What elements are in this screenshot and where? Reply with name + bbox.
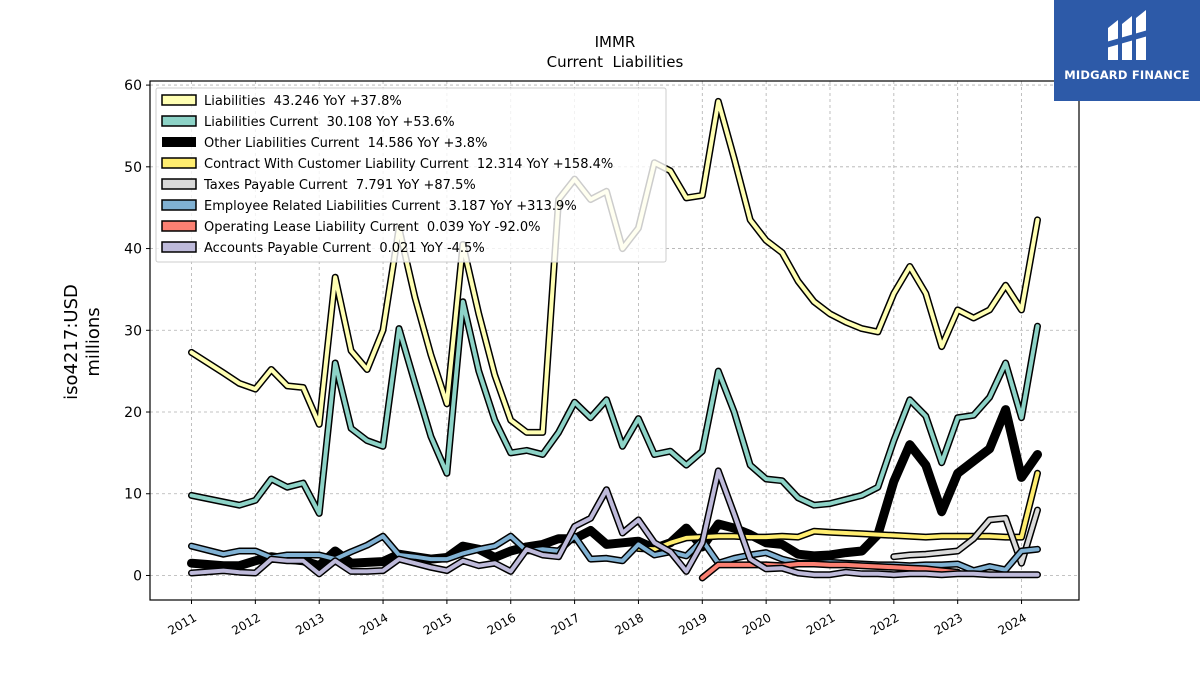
x-tick-label: 2013 <box>293 610 326 637</box>
y-tick-label: 60 <box>124 78 142 94</box>
legend-swatch <box>162 137 196 147</box>
legend-label: Liabilities 43.246 YoY +37.8% <box>204 94 402 109</box>
legend-swatch <box>161 115 197 127</box>
legend-label: Taxes Payable Current 7.791 YoY +87.5% <box>203 178 476 193</box>
y-axis: 0 10 20 30 40 50 60 <box>124 78 150 584</box>
x-tick-label: 2014 <box>357 610 390 637</box>
y-tick-label: 40 <box>124 242 142 258</box>
legend-swatch <box>161 94 197 106</box>
chart-subtitle: Current Liabilities <box>547 53 684 71</box>
legend-swatch <box>161 157 197 169</box>
series-line-6 <box>700 562 960 580</box>
plot-frame <box>149 80 1080 601</box>
x-tick-label: 2019 <box>676 610 709 637</box>
x-tick-label: 2016 <box>485 610 518 637</box>
legend: Liabilities 43.246 YoY +37.8% Liabilities… <box>155 87 667 263</box>
x-tick-label: 2015 <box>421 610 454 637</box>
legend-swatch <box>161 199 197 211</box>
x-axis: 2011 2012 2013 2014 2015 2016 2017 2018 2019 2020… <box>166 600 1029 638</box>
legend-label: Employee Related Liabilities Current 3.1… <box>204 199 577 214</box>
y-axis-label-line2: millions <box>83 307 104 376</box>
y-axis-label-line1: iso4217:USD <box>61 284 82 400</box>
x-tick-label: 2012 <box>229 610 262 637</box>
legend-label: Operating Lease Liability Current 0.039 … <box>204 220 541 235</box>
legend-box <box>155 87 667 263</box>
x-tick-label: 2017 <box>549 610 582 637</box>
x-tick-label: 2024 <box>996 610 1029 637</box>
y-tick-label: 30 <box>124 323 142 339</box>
logo-text: MIDGARD FINANCE <box>1064 68 1190 82</box>
series-line-1 <box>189 299 1040 516</box>
legend-label: Other Liabilities Current 14.586 YoY +3.… <box>204 136 487 151</box>
chart-title: IMMR <box>595 33 636 51</box>
x-tick-label: 2011 <box>166 610 199 637</box>
y-tick-label: 50 <box>124 160 142 176</box>
legend-label: Contract With Customer Liability Current… <box>204 157 613 172</box>
series-line-7 <box>189 468 1040 577</box>
series-line-2 <box>187 405 1042 571</box>
x-tick-label: 2023 <box>932 610 965 637</box>
grid <box>150 81 1079 600</box>
x-tick-label: 2018 <box>612 610 645 637</box>
legend-swatch <box>161 241 197 253</box>
legend-label: Accounts Payable Current 0.021 YoY -4.5% <box>204 241 485 256</box>
x-tick-label: 2021 <box>804 610 837 637</box>
y-tick-label: 10 <box>124 487 142 503</box>
legend-swatch <box>161 220 197 232</box>
x-tick-label: 2022 <box>868 610 901 637</box>
y-tick-label: 0 <box>133 568 142 584</box>
legend-swatch <box>161 178 197 190</box>
midgard-finance-logo: MIDGARD FINANCE <box>1054 0 1200 101</box>
legend-label: Liabilities Current 30.108 YoY +53.6% <box>204 115 455 130</box>
x-tick-label: 2020 <box>740 610 773 637</box>
series-line-4 <box>891 508 1040 566</box>
logo-mark-icon <box>1106 10 1148 60</box>
y-tick-label: 20 <box>124 405 142 421</box>
